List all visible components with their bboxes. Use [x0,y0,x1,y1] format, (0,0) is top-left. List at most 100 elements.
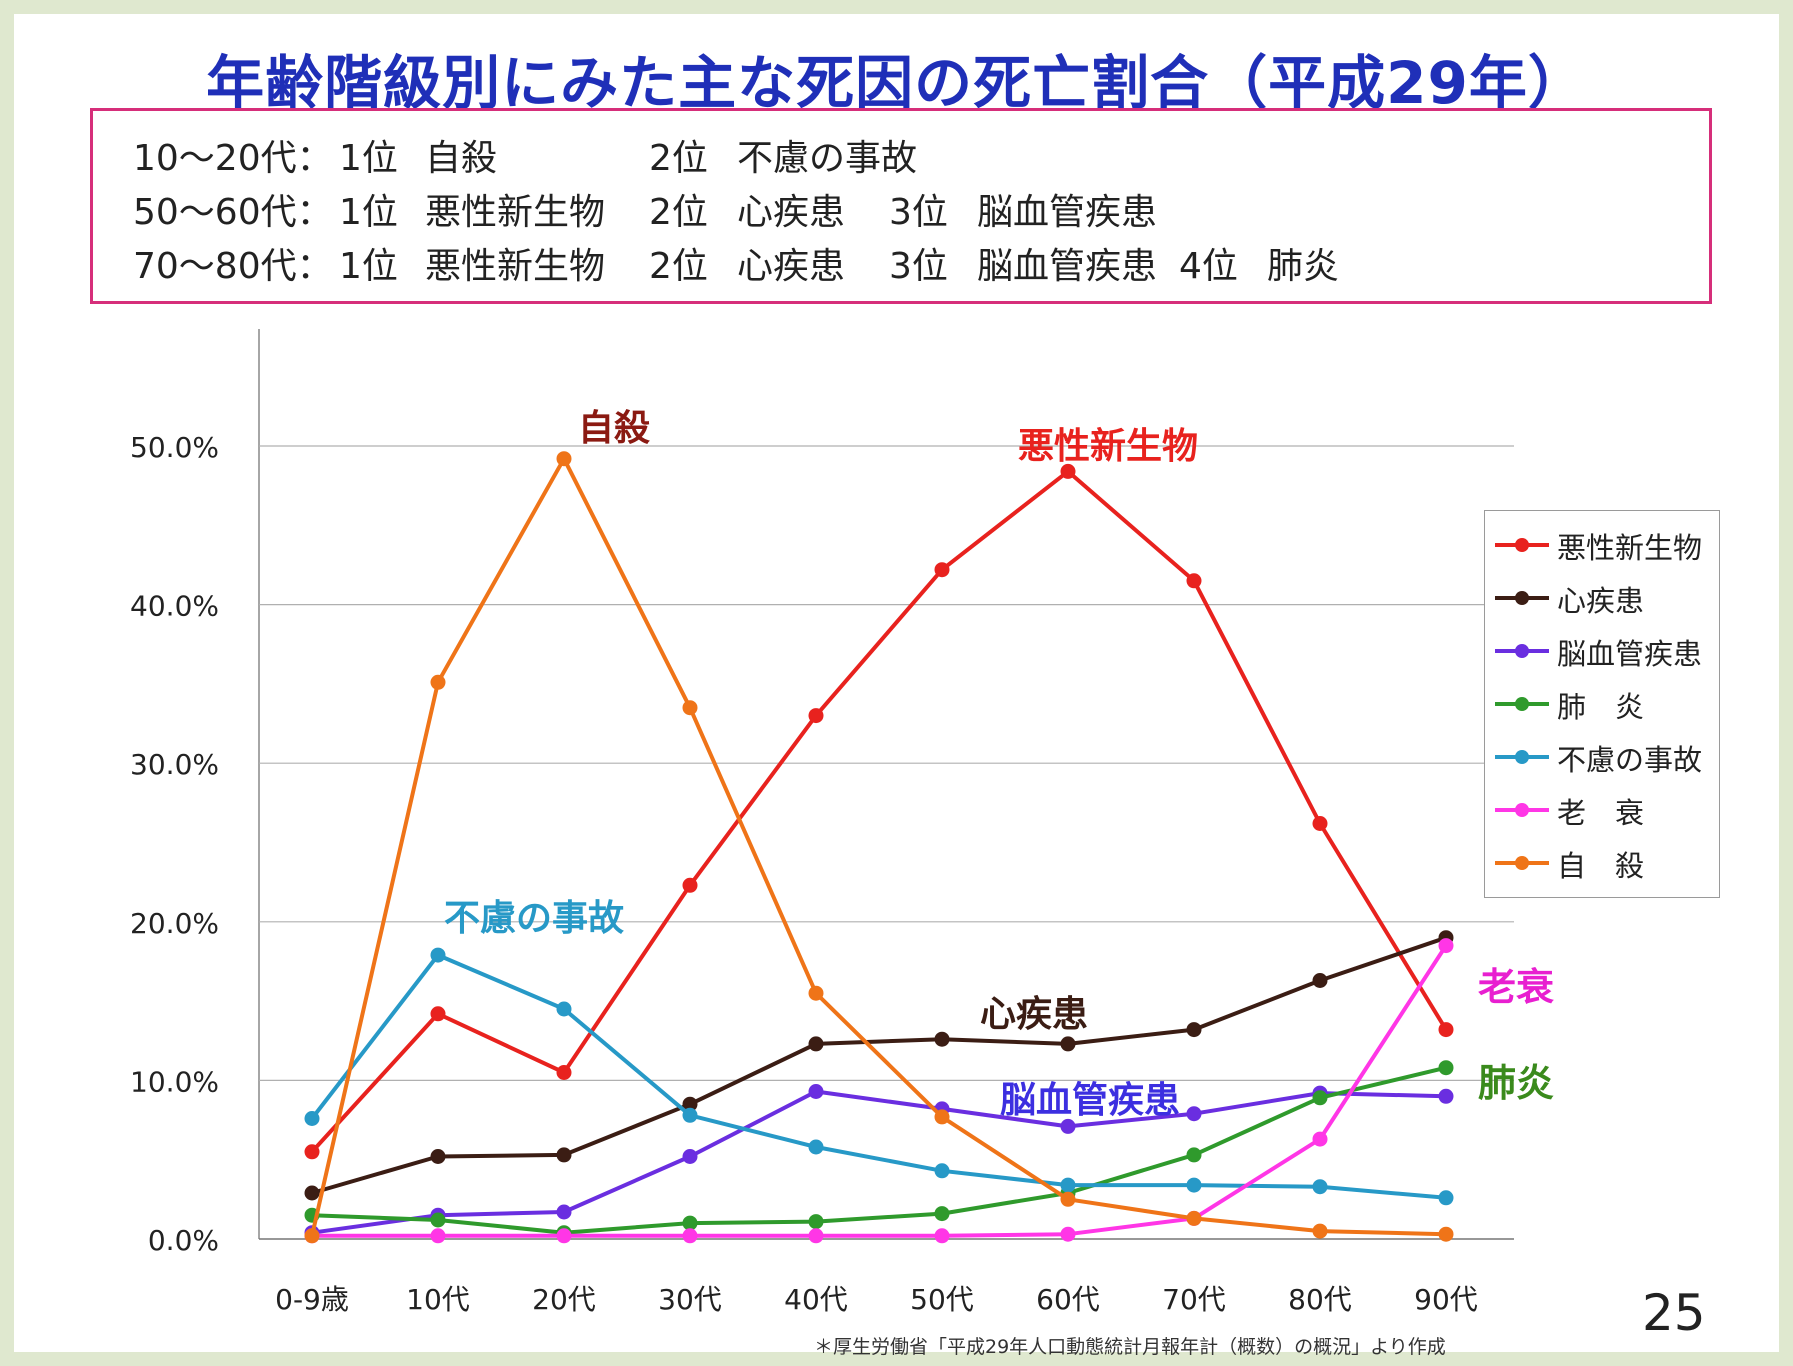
data-point [934,1206,950,1222]
data-point [682,877,698,893]
data-point [1186,573,1202,589]
y-tick-label: 40.0% [130,590,219,623]
series-line [311,1089,1447,1235]
data-point [556,1228,572,1244]
y-tick-label: 50.0% [130,431,219,464]
legend-swatch [1495,538,1549,552]
data-point [1438,1060,1454,1076]
summary-rank: 2位 [649,138,708,179]
legend-item: 脳血管疾患 [1491,629,1717,673]
series-line [312,944,1448,1238]
data-point [430,947,446,963]
data-point [1186,1106,1202,1122]
data-point [304,1111,320,1126]
x-tick-label: 90代 [1414,1283,1478,1316]
data-point [556,1147,572,1163]
data-point [430,1228,446,1244]
data-point [430,1006,446,1022]
data-point [1312,1090,1328,1106]
x-tick-label: 30代 [658,1283,722,1316]
data-point [1312,1223,1328,1239]
data-point [934,1228,950,1244]
summary-cause: 自殺 [425,138,498,179]
data-point [682,1215,698,1231]
page-number: 25 [1642,1284,1706,1342]
y-tick-label: 10.0% [130,1065,219,1098]
chart-annotation: 不慮の事故 [444,898,624,939]
legend-item: 老 衰 [1491,788,1717,832]
source-note: ＊厚生労働省「平成29年人口動態統計月報年計（概数）の概況」より作成 [814,1336,1446,1358]
data-point [1060,1191,1076,1207]
summary-rank: 1位 [339,192,398,233]
summary-cause: 悪性新生物 [425,192,606,233]
x-tick-label: 50代 [910,1283,974,1316]
data-point [556,1001,572,1017]
chart-annotation: 自殺 [578,408,650,449]
data-point [1186,1147,1202,1163]
data-point [808,1139,824,1155]
legend-swatch [1495,644,1549,658]
series-line [311,935,1447,1195]
data-point [1186,1022,1202,1038]
data-point [682,700,698,716]
data-point [430,1212,446,1228]
summary-age: 10〜20代： [133,138,333,179]
summary-cause: 心疾患 [737,246,846,287]
data-point [304,1185,320,1201]
data-point [682,1107,698,1123]
summary-rank: 1位 [339,138,398,179]
legend-swatch [1495,856,1549,870]
x-tick-label: 80代 [1288,1283,1352,1316]
legend-label: 自 殺 [1557,849,1645,883]
summary-rank: 3位 [889,246,948,287]
data-point [808,1084,824,1099]
data-point [1438,1226,1454,1242]
x-tick-label: 20代 [532,1283,596,1316]
summary-age: 70〜80代： [133,246,333,287]
summary-rank: 2位 [649,192,708,233]
data-point [682,1228,698,1244]
legend-swatch [1495,750,1549,764]
data-point [1438,1088,1454,1104]
summary-box: 10〜20代： 1位 自殺 2位 不慮の事故 50〜60代： 1位 悪性新生物 … [90,108,1712,304]
legend-item: 悪性新生物 [1491,523,1717,567]
data-point [430,1149,446,1164]
data-point [808,985,824,1001]
data-point [1060,1177,1076,1193]
summary-rank: 1位 [339,246,398,287]
data-point [1060,463,1076,479]
slide: 年齢階級別にみた主な死因の死亡割合（平成29年） 10〜20代： 1位 自殺 2… [14,14,1779,1358]
summary-cause: 不慮の事故 [737,138,918,179]
data-point [808,1228,824,1244]
summary-age: 50〜60代： [133,192,333,233]
chart-annotation: 脳血管疾患 [1000,1080,1180,1121]
summary-rank: 2位 [649,246,708,287]
data-point [1186,1210,1202,1226]
summary-rank: 3位 [889,192,948,233]
legend-item: 自 殺 [1491,841,1717,885]
line-chart: 0.0% 10.0% 20.0% 30.0% 40.0% 50.0% 0-9歳 10代 20代 3… [130,329,1554,1316]
data-point [1186,1177,1202,1193]
legend-label: 脳血管疾患 [1557,637,1703,671]
y-tick-label: 20.0% [130,907,219,940]
data-point [808,1214,824,1230]
legend-item: 心疾患 [1491,576,1717,620]
legend-swatch [1495,591,1549,605]
x-tick-label: 0-9歳 [275,1283,349,1316]
data-point [556,1065,572,1080]
data-point [304,1228,320,1244]
data-point [304,1144,320,1160]
x-tick-label: 60代 [1036,1283,1100,1316]
legend-item: 不慮の事故 [1491,735,1717,779]
x-tick-label: 10代 [406,1283,470,1316]
data-point [934,1163,950,1179]
data-point [1060,1118,1076,1134]
legend-label: 心疾患 [1557,584,1645,618]
data-point [430,674,446,690]
data-point [1438,1022,1454,1038]
chart-annotation: 悪性新生物 [1018,426,1198,467]
data-point [1312,1131,1328,1147]
data-point [556,1204,572,1220]
data-point [1060,1226,1076,1242]
summary-cause: 脳血管疾患 [977,192,1158,233]
